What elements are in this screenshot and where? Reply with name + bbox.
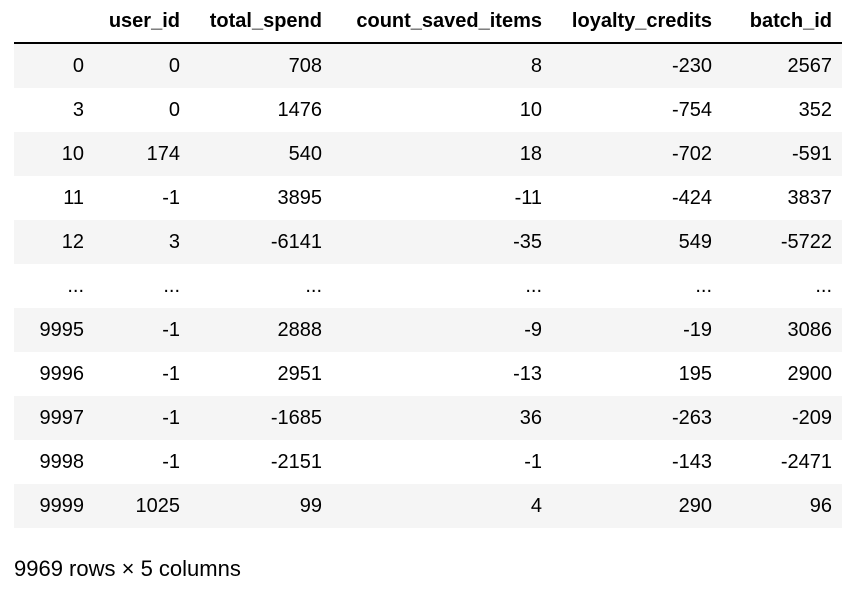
batch-id-cell: 3086 [787, 318, 833, 341]
count-saved-items-cell: -1 [524, 450, 542, 473]
batch-id-cell: 2900 [787, 362, 833, 385]
loyalty-credits-cell: -230 [671, 54, 712, 77]
table-row: 9998 -1 -2151 -1 -143 -2471 [14, 440, 842, 484]
row-index-cell: 10 [61, 142, 84, 165]
count-saved-items-cell: 36 [519, 406, 542, 429]
batch-id-cell: -5722 [780, 230, 832, 253]
total-spend-cell: 3895 [277, 186, 323, 209]
count-saved-items-cell: -35 [513, 230, 542, 253]
row-index-cell: 9998 [39, 450, 85, 473]
table-row: 10 174 540 18 -702 -591 [14, 132, 842, 176]
batch-id-cell: -591 [791, 142, 832, 165]
total-spend-cell: ... [305, 274, 322, 297]
user-id-cell: ... [163, 274, 180, 297]
dataframe-table: user_id total_spend count_saved_items lo… [14, 0, 842, 528]
user-id-cell: 174 [146, 142, 180, 165]
row-index-cell: 0 [72, 54, 84, 77]
table-body: 0 0 708 8 -230 2567 3 0 1476 10 -754 352… [14, 43, 842, 528]
header-total-spend: total_spend [190, 0, 332, 44]
user-id-cell: 0 [168, 54, 180, 77]
batch-id-cell: 96 [809, 494, 832, 517]
count-saved-items-cell: 8 [530, 54, 542, 77]
user-id-cell: 1025 [135, 494, 181, 517]
dataframe-shape-summary: 9969 rows × 5 columns [14, 556, 241, 581]
count-saved-items-cell: -11 [514, 186, 542, 209]
user-id-cell: 3 [168, 230, 180, 253]
loyalty-credits-cell: -702 [671, 142, 712, 165]
user-id-cell: -1 [162, 318, 180, 341]
header-batch-id: batch_id [722, 0, 842, 44]
table-row: 9999 1025 99 4 290 96 [14, 484, 842, 528]
table-header: user_id total_spend count_saved_items lo… [14, 0, 842, 44]
table-row: 3 0 1476 10 -754 352 [14, 88, 842, 132]
loyalty-credits-cell: -424 [671, 186, 712, 209]
total-spend-cell: 1476 [277, 98, 323, 121]
table-row: 9997 -1 -1685 36 -263 -209 [14, 396, 842, 440]
user-id-cell: -1 [162, 450, 180, 473]
table-row: 9996 -1 2951 -13 195 2900 [14, 352, 842, 396]
count-saved-items-cell: 18 [519, 142, 542, 165]
loyalty-credits-cell: -143 [671, 450, 712, 473]
total-spend-cell: -1685 [270, 406, 322, 429]
loyalty-credits-cell: 549 [678, 230, 712, 253]
header-index [14, 0, 94, 44]
total-spend-cell: 540 [288, 142, 322, 165]
header-count-saved-items: count_saved_items [332, 0, 552, 44]
loyalty-credits-cell: -263 [671, 406, 712, 429]
batch-id-cell: 352 [798, 98, 832, 121]
row-index-cell: 9996 [39, 362, 85, 385]
count-saved-items-cell: -13 [513, 362, 542, 385]
row-index-cell: 9995 [39, 318, 85, 341]
loyalty-credits-cell: 290 [678, 494, 712, 517]
row-index-cell: ... [67, 274, 84, 297]
header-loyalty-credits: loyalty_credits [552, 0, 722, 44]
total-spend-cell: 2888 [277, 318, 323, 341]
total-spend-cell: 2951 [277, 362, 323, 385]
dataframe-output: user_id total_spend count_saved_items lo… [14, 0, 842, 528]
user-id-cell: -1 [162, 186, 180, 209]
count-saved-items-cell: 4 [530, 494, 542, 517]
loyalty-credits-cell: 195 [678, 362, 712, 385]
user-id-cell: 0 [168, 98, 180, 121]
loyalty-credits-cell: -19 [683, 318, 712, 341]
batch-id-cell: -209 [791, 406, 832, 429]
loyalty-credits-cell: -754 [671, 98, 712, 121]
ellipsis-row: ... ... ... ... ... ... [14, 264, 842, 308]
batch-id-cell: ... [815, 274, 832, 297]
total-spend-cell: 99 [299, 494, 322, 517]
table-row: 0 0 708 8 -230 2567 [14, 43, 842, 88]
row-index-cell: 3 [72, 98, 84, 121]
total-spend-cell: 708 [288, 54, 322, 77]
table-row: 9995 -1 2888 -9 -19 3086 [14, 308, 842, 352]
row-index-cell: 12 [61, 230, 84, 253]
table-row: 12 3 -6141 -35 549 -5722 [14, 220, 842, 264]
header-user-id: user_id [94, 0, 190, 44]
batch-id-cell: 3837 [787, 186, 833, 209]
count-saved-items-cell: 10 [519, 98, 542, 121]
row-index-cell: 9997 [39, 406, 85, 429]
total-spend-cell: -2151 [270, 450, 322, 473]
loyalty-credits-cell: ... [695, 274, 712, 297]
batch-id-cell: -2471 [780, 450, 832, 473]
count-saved-items-cell: -9 [524, 318, 542, 341]
row-index-cell: 11 [63, 186, 84, 209]
table-row: 11 -1 3895 -11 -424 3837 [14, 176, 842, 220]
header-row: user_id total_spend count_saved_items lo… [14, 0, 842, 44]
row-index-cell: 9999 [39, 494, 85, 517]
user-id-cell: -1 [162, 362, 180, 385]
user-id-cell: -1 [162, 406, 180, 429]
count-saved-items-cell: ... [525, 274, 542, 297]
total-spend-cell: -6141 [270, 230, 322, 253]
batch-id-cell: 2567 [787, 54, 833, 77]
